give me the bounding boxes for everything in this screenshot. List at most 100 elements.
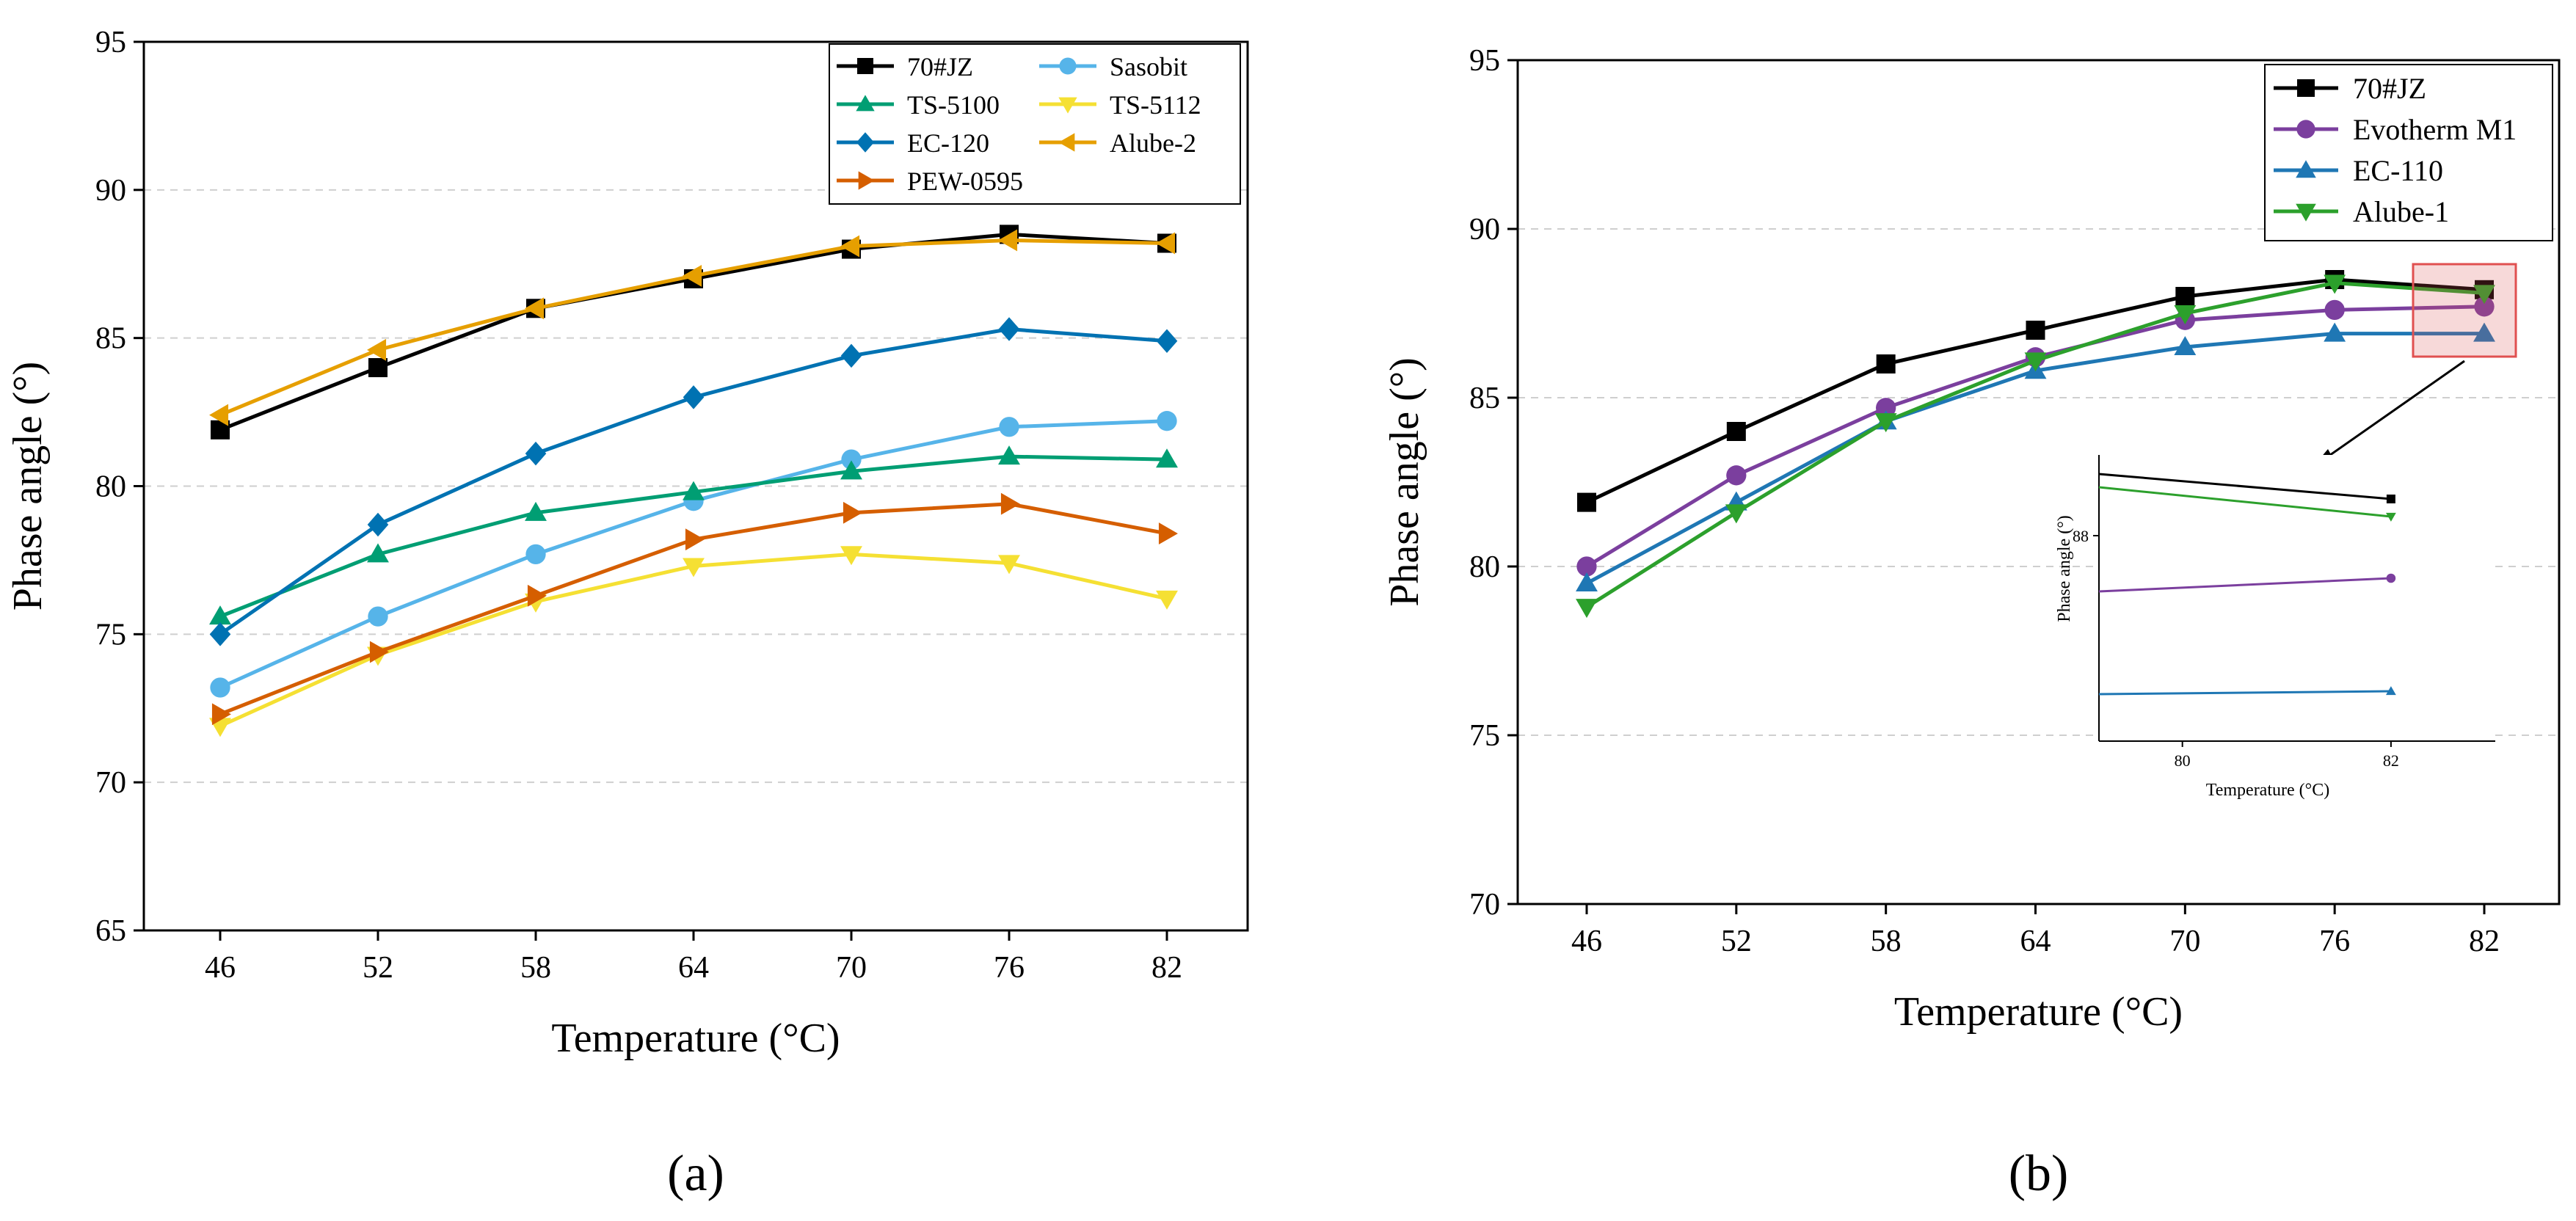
legend-label: TS-5100 [907, 90, 1000, 120]
x-tick-label: 76 [2319, 925, 2350, 958]
data-point-sasobit [841, 449, 862, 470]
legend-item-ec-110: EC-110 [2274, 154, 2443, 187]
data-point-ts-5100 [525, 501, 547, 521]
x-tick-label: 46 [1571, 925, 1602, 958]
y-tick-label: 65 [95, 914, 126, 948]
x-tick-label: 46 [205, 951, 236, 985]
legend-item-evotherm-m1: Evotherm M1 [2274, 113, 2517, 146]
y-tick-label: 75 [95, 618, 126, 652]
y-tick-label: 95 [1469, 44, 1500, 78]
data-point-evotherm-m1 [1876, 398, 1896, 418]
y-tick-label: 85 [95, 322, 126, 356]
data-point-alube-1 [2024, 352, 2047, 372]
data-point-pew-0595 [1000, 492, 1020, 515]
legend-item-ts-5112: TS-5112 [1039, 90, 1201, 120]
series-line-ts-5112 [219, 552, 1168, 728]
legend-label: 70#JZ [907, 52, 973, 81]
inset-series-line-ec-110 [2098, 690, 2391, 696]
data-point-ec-110 [2473, 322, 2495, 342]
legend-marker [2296, 160, 2316, 178]
data-point-ec-110 [1576, 572, 1598, 592]
legend-label: TS-5112 [1110, 90, 1201, 120]
x-tick-label: 70 [836, 951, 867, 985]
y-tick-label: 95 [95, 26, 126, 59]
y-tick-label: 85 [1469, 382, 1500, 415]
legend-label: PEW-0595 [907, 167, 1023, 196]
data-point-sasobit [1157, 411, 1177, 431]
x-tick-label: 70 [2169, 925, 2200, 958]
legend-label: Sasobit [1110, 52, 1187, 81]
data-point-alube-1 [2174, 305, 2197, 324]
data-point-pew-0595 [843, 501, 862, 524]
legend-b: 70#JZ Evotherm M1 EC-110 Alube-1 [2264, 64, 2553, 241]
panel-a: 65 70 75 80 85 90 95 46 52 58 64 70 76 82 Temperature … [5, 26, 1249, 1202]
data-point-evotherm-m1 [1576, 556, 1597, 577]
data-point-alube-2 [683, 264, 702, 287]
inset-data-point-ec-110 [2385, 686, 2396, 696]
legend-box [829, 43, 1241, 205]
data-point-ts-5100 [209, 605, 231, 625]
data-point-ts-5100 [840, 460, 862, 480]
data-point-70-jz [1876, 354, 1896, 373]
legend-item-ts-5100: TS-5100 [837, 90, 1000, 120]
data-point-evotherm-m1 [1726, 465, 1747, 486]
data-point-70-jz [1577, 492, 1596, 512]
data-point-sasobit [368, 606, 388, 627]
legend-marker [857, 58, 873, 74]
data-point-70-jz [368, 358, 388, 378]
x-tick-label: 58 [1871, 925, 1902, 958]
inset-series-line-alube-1 [2098, 486, 2392, 518]
x-tick-label: 64 [678, 951, 709, 985]
data-point-ts-5100 [1156, 448, 1178, 468]
y-tick-label: 70 [1469, 888, 1500, 922]
inset-data-point-evotherm-m1 [2386, 573, 2396, 583]
data-point-ec-120 [840, 343, 862, 368]
legend-item-70-jz: 70#JZ [2274, 72, 2426, 105]
data-point-ts-5100 [998, 445, 1020, 465]
data-point-70-jz [1726, 422, 1746, 441]
legend-marker [856, 95, 875, 112]
data-point-ec-120 [525, 441, 547, 466]
data-point-ec-110 [2324, 322, 2346, 342]
data-point-70-jz [2175, 287, 2195, 306]
x-tick-label: 52 [1721, 925, 1752, 958]
x-tick-label: 82 [2469, 925, 2500, 958]
data-point-ts-5112 [840, 546, 862, 566]
data-point-sasobit [525, 544, 546, 564]
inset-series-line-evotherm-m1 [2098, 577, 2391, 593]
legend-item-pew-0595: PEW-0595 [837, 167, 1023, 196]
inset-background [2099, 455, 2495, 741]
data-point-pew-0595 [369, 641, 389, 663]
data-point-pew-0595 [211, 703, 231, 726]
inset-y-tick-label: 88 [2073, 527, 2089, 545]
data-point-ec-110 [2174, 336, 2197, 356]
panel-label: (b) [2009, 1145, 2069, 1202]
data-point-ec-120 [209, 622, 231, 646]
data-point-sasobit [210, 677, 230, 698]
inset-x-tick-label: 82 [2383, 751, 2399, 770]
data-point-sasobit [999, 417, 1019, 437]
x-axis-label: Temperature (°C) [1894, 989, 2183, 1035]
legend-label: Alube-2 [1110, 128, 1196, 158]
data-point-ec-120 [367, 512, 389, 537]
legend-item-alube-2: Alube-2 [1039, 128, 1196, 158]
legend-a: 70#JZ Sasobit TS-5100 TS-5112 EC-120 Alube-2 P… [829, 43, 1241, 205]
y-tick-label: 75 [1469, 719, 1500, 753]
y-axis-label: Phase angle (°) [1382, 357, 1427, 607]
y-axis-label: Phase angle (°) [5, 362, 51, 611]
data-point-alube-2 [998, 229, 1018, 252]
legend-marker [2296, 203, 2316, 222]
legend-label: Evotherm M1 [2353, 113, 2517, 146]
data-point-alube-1 [2324, 274, 2346, 294]
x-tick-label: 76 [994, 951, 1025, 985]
zoom-annotation [2312, 263, 2517, 468]
legend-marker [856, 132, 875, 153]
data-point-ts-5112 [683, 558, 705, 577]
data-point-alube-2 [209, 404, 229, 426]
data-point-ec-120 [683, 385, 705, 409]
data-point-pew-0595 [1158, 522, 1178, 545]
legend-item-sasobit: Sasobit [1039, 52, 1187, 81]
data-point-alube-2 [1156, 232, 1176, 255]
